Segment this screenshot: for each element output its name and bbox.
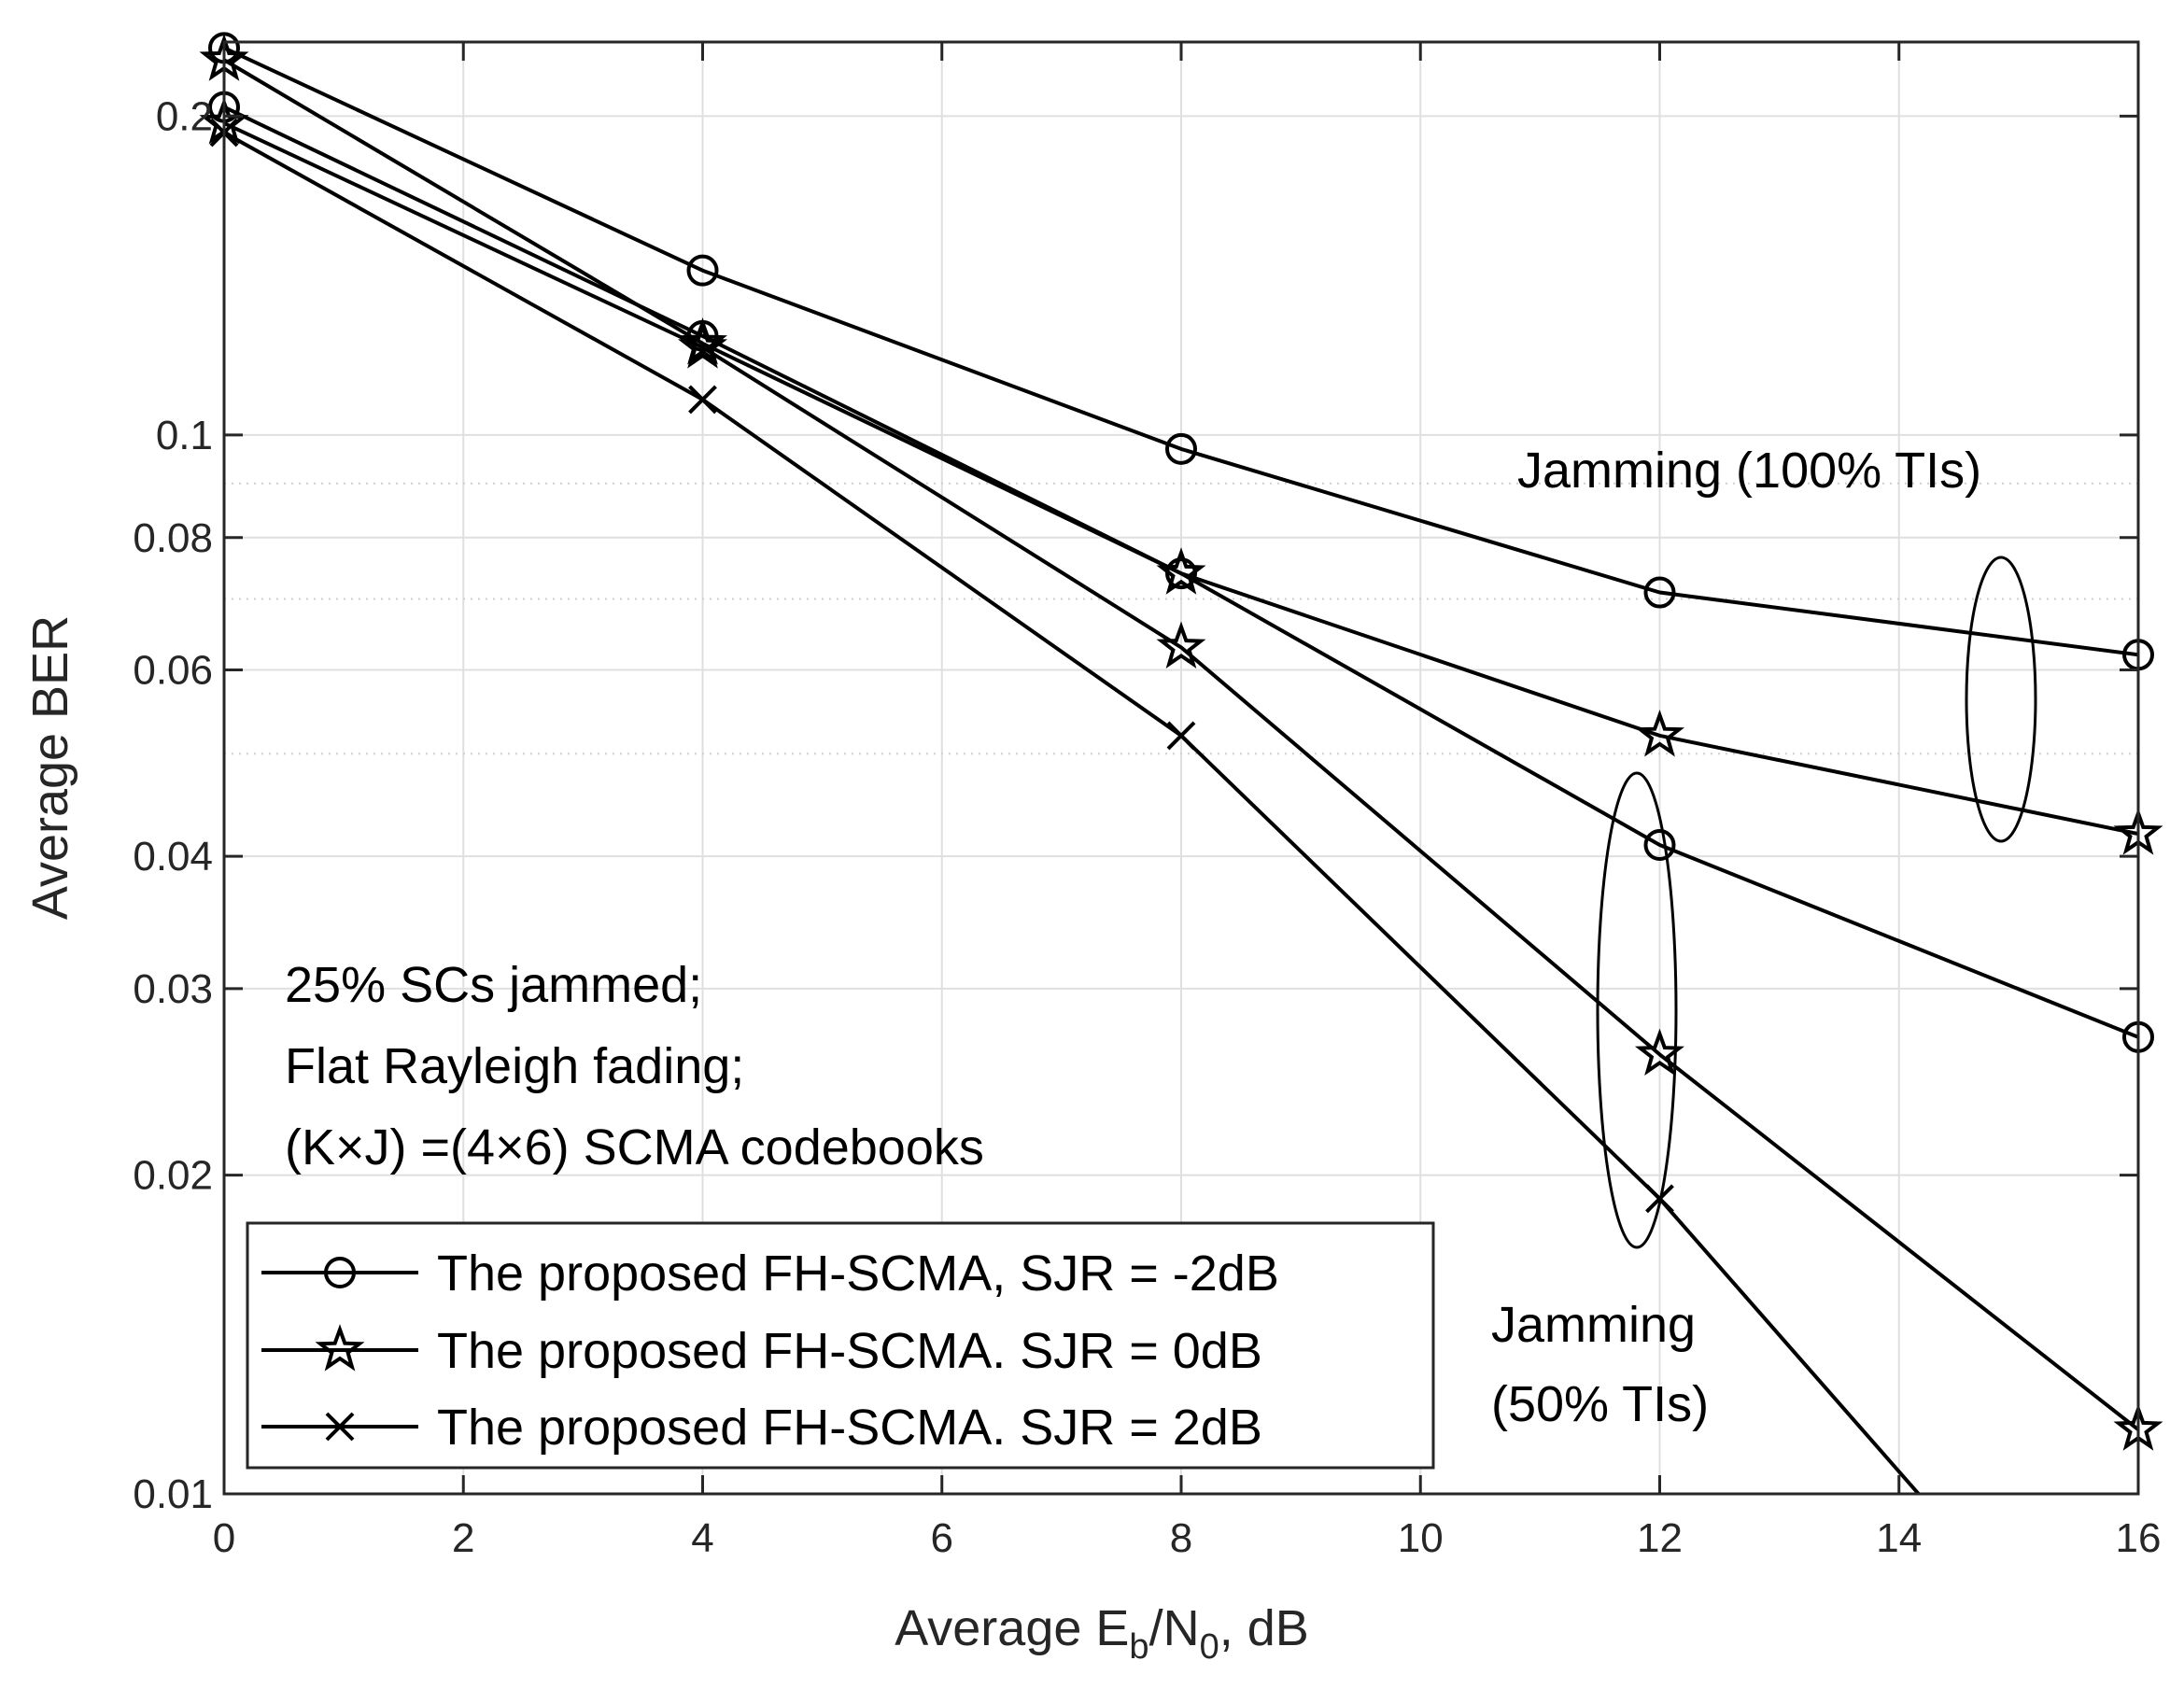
data-point-x xyxy=(688,385,717,415)
series-line-1 xyxy=(224,46,2138,657)
series-group xyxy=(224,46,2138,1494)
y-tick-label: 0.1 xyxy=(156,413,213,458)
legend-marker-x xyxy=(325,1412,355,1442)
y-tick-label: 0.2 xyxy=(156,93,213,139)
y-tick-label: 0.01 xyxy=(133,1471,213,1517)
annotation-jamming-100: Jamming (100% TIs) xyxy=(1517,443,1981,499)
ticks xyxy=(222,42,2140,1496)
annotation-jamming-50-line1: Jamming xyxy=(1491,1297,1696,1353)
x-tick-label: 8 xyxy=(1170,1515,1192,1561)
x-axis-title-sub2: 0 xyxy=(1200,1627,1219,1667)
y-tick-label: 0.03 xyxy=(133,966,213,1012)
data-point-circle xyxy=(686,254,719,287)
x-axis-title-suffix: , dB xyxy=(1219,1600,1309,1656)
data-point-circle xyxy=(1165,557,1197,590)
y-axis-title: Average BER xyxy=(22,615,78,920)
data-point-star xyxy=(1156,621,1206,669)
y-tick-label: 0.08 xyxy=(133,515,213,561)
x-tick-label: 14 xyxy=(1876,1515,1922,1561)
data-point-star xyxy=(677,321,728,369)
series-line-4 xyxy=(224,121,2138,1431)
y-tick-label: 0.06 xyxy=(133,647,213,693)
legend-marker-star xyxy=(315,1324,365,1372)
data-point-star xyxy=(1634,709,1685,757)
x-axis-title-sub1: b xyxy=(1129,1627,1148,1667)
legend-box xyxy=(246,1221,1435,1470)
legend-label: The proposed FH-SCMA. SJR = 0dB xyxy=(437,1323,1262,1379)
legend: The proposed FH-SCMA, SJR = -2dB The prop… xyxy=(246,1221,1435,1470)
x-tick-label: 16 xyxy=(2116,1515,2162,1561)
legend-marker-circle xyxy=(324,1257,356,1288)
x-tick-label: 2 xyxy=(452,1515,474,1561)
legend-label: The proposed FH-SCMA, SJR = -2dB xyxy=(437,1246,1279,1302)
x-tick-label: 6 xyxy=(931,1515,953,1561)
data-point-circle xyxy=(1643,576,1676,609)
data-point-x xyxy=(1166,721,1196,751)
y-tick-label: 0.04 xyxy=(133,834,213,880)
legend-items: The proposed FH-SCMA, SJR = -2dB The prop… xyxy=(261,1246,1279,1456)
x-axis-title: Average Eb/N0, dB xyxy=(895,1600,1309,1667)
annotation-jamming-50-line2: (50% TIs) xyxy=(1491,1376,1709,1432)
legend-label: The proposed FH-SCMA. SJR = 2dB xyxy=(437,1400,1262,1456)
tick-labels: 0 2 4 6 8 10 12 14 16 0.01 0.02 0.03 0.04 0.06 0.08 0.1… xyxy=(133,93,2161,1561)
group-ellipse-50-tis xyxy=(1596,771,1678,1249)
x-axis-title-mid: /N xyxy=(1149,1600,1200,1656)
x-tick-label: 4 xyxy=(691,1515,713,1561)
x-tick-label: 12 xyxy=(1637,1515,1683,1561)
x-tick-label: 0 xyxy=(213,1515,235,1561)
group-ellipse-100-tis xyxy=(1965,556,2037,843)
x-tick-label: 10 xyxy=(1398,1515,1444,1561)
annotation-info-line3: (K×J) =(4×6) SCMA codebooks xyxy=(285,1119,984,1175)
y-tick-label: 0.02 xyxy=(133,1153,213,1199)
data-point-star xyxy=(1156,547,1206,595)
x-axis-title-prefix: Average E xyxy=(895,1600,1129,1656)
series-line-3 xyxy=(224,105,2138,1039)
annotation-info-line1: 25% SCs jammed; xyxy=(285,957,702,1013)
annotation-info-line2: Flat Rayleigh fading; xyxy=(285,1038,744,1094)
data-point-circle xyxy=(1165,432,1197,465)
data-point-circle xyxy=(1643,829,1676,862)
